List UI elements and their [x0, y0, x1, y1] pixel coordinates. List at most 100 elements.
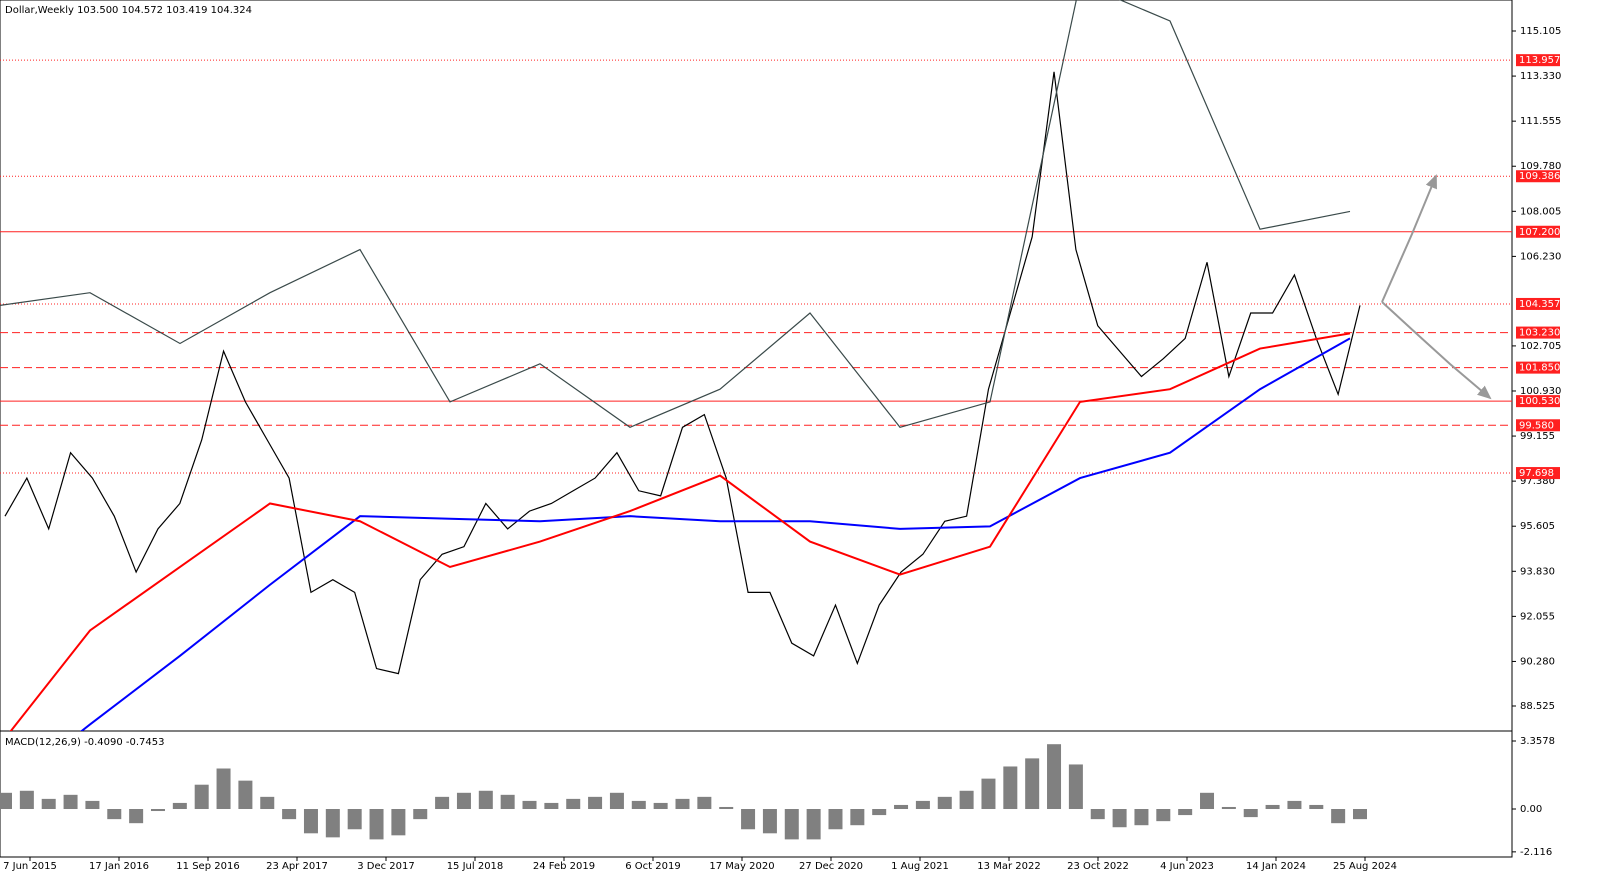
x-tick-label: 6 Oct 2019 — [625, 861, 680, 872]
macd-bar — [697, 796, 712, 810]
macd-bar — [150, 809, 165, 812]
macd-bar — [172, 802, 187, 810]
macd-bar — [544, 802, 559, 810]
macd-bar — [588, 796, 603, 810]
macd-bar — [1068, 764, 1083, 810]
indicator-line — [9, 332, 1351, 731]
macd-bar — [850, 809, 865, 826]
macd-bar — [413, 809, 428, 820]
macd-bar — [1003, 766, 1018, 810]
level-label-box — [1516, 361, 1560, 374]
macd-bar — [894, 804, 909, 810]
level-label-box — [1516, 170, 1560, 183]
macd-bar — [741, 809, 756, 830]
macd-bar — [762, 809, 777, 834]
macd-bar — [347, 809, 362, 830]
y-tick-label: 113.330 — [1520, 71, 1561, 82]
forecast-arrows — [1381, 174, 1492, 400]
y-tick-label: 93.830 — [1520, 566, 1555, 577]
x-tick-label: 13 Mar 2022 — [977, 861, 1040, 872]
level-label: 97.698 — [1519, 468, 1554, 479]
macd-bar — [959, 790, 974, 810]
macd-bar — [1112, 809, 1127, 828]
y-tick-label: 88.525 — [1520, 701, 1555, 712]
arrow-up — [1381, 174, 1437, 303]
macd-bar — [1331, 809, 1346, 824]
x-tick-label: 17 Jan 2016 — [89, 861, 149, 872]
macd-bar — [325, 809, 340, 838]
level-label-box — [1516, 395, 1560, 408]
macd-bar — [478, 790, 493, 810]
macd-bar — [456, 792, 471, 810]
macd-bar — [500, 794, 515, 810]
macd-bar — [1156, 809, 1171, 822]
y-tick-label: 108.005 — [1520, 206, 1561, 217]
macd-bar — [238, 780, 253, 810]
macd-bar — [828, 809, 843, 830]
level-label-box — [1516, 297, 1560, 310]
macd-bar — [1200, 792, 1215, 810]
macd-bar — [1047, 744, 1062, 810]
x-tick-label: 4 Jun 2023 — [1160, 861, 1214, 872]
x-tick-label: 11 Sep 2016 — [176, 861, 239, 872]
macd-bar — [19, 790, 34, 810]
macd-bar — [631, 800, 646, 810]
chart-title: Dollar,Weekly 103.500 104.572 103.419 10… — [5, 5, 252, 16]
macd-bar — [1287, 800, 1302, 810]
macd-bar — [369, 809, 384, 840]
x-tick-label: 27 Dec 2020 — [799, 861, 863, 872]
x-tick-label: 3 Dec 2017 — [357, 861, 415, 872]
x-tick-label: 25 Aug 2024 — [1333, 861, 1397, 872]
macd-bar — [1265, 804, 1280, 810]
level-label-box — [1516, 467, 1560, 480]
macd-bar — [63, 794, 78, 810]
level-label-box — [1516, 225, 1560, 238]
x-tick-label: 14 Jan 2024 — [1246, 861, 1306, 872]
x-tick-label: 7 Jun 2015 — [3, 861, 57, 872]
macd-bar — [194, 784, 209, 810]
macd-bar — [85, 800, 100, 810]
level-label: 113.957 — [1519, 55, 1560, 66]
x-tick-label: 24 Feb 2019 — [533, 861, 595, 872]
level-label-box — [1516, 54, 1560, 67]
y-tick-label: 3.3578 — [1520, 736, 1555, 747]
macd-bar — [719, 806, 734, 810]
macd-bar — [915, 800, 930, 810]
x-tick-label: 15 Jul 2018 — [447, 861, 504, 872]
indicator-line — [80, 337, 1351, 731]
macd-bar — [937, 796, 952, 810]
x-tick-label: 23 Apr 2017 — [266, 861, 328, 872]
y-tick-label: 115.105 — [1520, 26, 1561, 37]
macd-bar — [282, 809, 297, 820]
macd-bar — [1178, 809, 1193, 816]
macd-bar — [1243, 809, 1258, 818]
y-tick-label: 106.230 — [1520, 251, 1561, 262]
macd-bar — [1221, 806, 1236, 810]
macd-bar — [566, 798, 581, 810]
macd-bar — [1134, 809, 1149, 826]
macd-bar — [1309, 804, 1324, 810]
x-tick-label: 17 May 2020 — [709, 861, 774, 872]
macd-bar — [522, 800, 537, 810]
price-line — [4, 71, 1361, 675]
macd-bar — [1025, 758, 1040, 810]
y-tick-label: 90.280 — [1520, 656, 1555, 667]
y-tick-label: -2.116 — [1520, 847, 1552, 858]
macd-bar — [1090, 809, 1105, 820]
y-tick-label: 100.930 — [1520, 386, 1561, 397]
macd-bar — [41, 798, 56, 810]
macd-bar — [784, 809, 799, 840]
macd-bar — [0, 792, 12, 810]
macd-bar — [129, 809, 144, 824]
level-label: 101.850 — [1519, 363, 1560, 374]
level-label: 99.580 — [1519, 420, 1554, 431]
indicator-line — [0, 0, 1351, 428]
x-tick-label: 23 Oct 2022 — [1067, 861, 1129, 872]
macd-title: MACD(12,26,9) -0.4090 -0.7453 — [5, 737, 165, 748]
y-tick-label: 111.555 — [1520, 116, 1561, 127]
macd-bar — [872, 809, 887, 816]
arrow-down — [1381, 301, 1492, 400]
x-tick-label: 1 Aug 2021 — [891, 861, 949, 872]
macd-bar — [675, 798, 690, 810]
